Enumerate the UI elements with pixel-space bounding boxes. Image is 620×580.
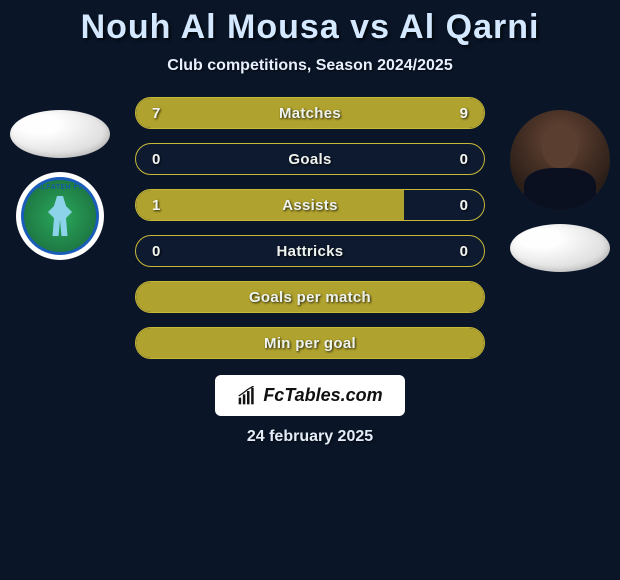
stat-row: 0 0Goals [135,143,485,175]
stat-value-right: 0 [460,197,468,214]
stat-fill-left [136,98,275,128]
left-player-column: ALFATEH FC [10,110,110,260]
infographic-root: Nouh Al Mousa vs Al Qarni Club competiti… [0,0,620,580]
club-badge-text: ALFATEH FC [36,184,84,191]
club-badge: ALFATEH FC [16,172,104,260]
club-badge-placeholder [510,224,610,272]
site-name: FcTables.com [263,385,382,406]
page-title: Nouh Al Mousa vs Al Qarni [81,8,540,47]
stat-value-right: 0 [460,243,468,260]
stat-fill [136,328,484,358]
stat-fill [136,282,484,312]
stat-label: Hattricks [136,243,484,260]
site-badge: FcTables.com [215,375,404,416]
right-player-column [510,110,610,272]
stat-label: Goals [136,151,484,168]
chart-icon [237,386,257,406]
player-photo [510,110,610,210]
player-photo-placeholder [10,110,110,158]
stat-value-right: 0 [460,151,468,168]
stat-value-left: 0 [152,243,160,260]
stat-value-left: 0 [152,151,160,168]
date-label: 24 february 2025 [247,428,373,446]
stat-row: Goals per match [135,281,485,313]
stat-row: 10Assists [135,189,485,221]
stats-panel: 79Matches00Goals10Assists00HattricksGoal… [135,97,485,359]
stat-row: Min per goal [135,327,485,359]
stat-row: 0 0Hattricks [135,235,485,267]
club-badge-inner: ALFATEH FC [21,177,99,255]
club-badge-figure-icon [45,196,75,236]
stat-row: 79Matches [135,97,485,129]
stat-fill-right [275,98,484,128]
stat-fill-left [136,190,404,220]
subtitle: Club competitions, Season 2024/2025 [167,57,452,75]
